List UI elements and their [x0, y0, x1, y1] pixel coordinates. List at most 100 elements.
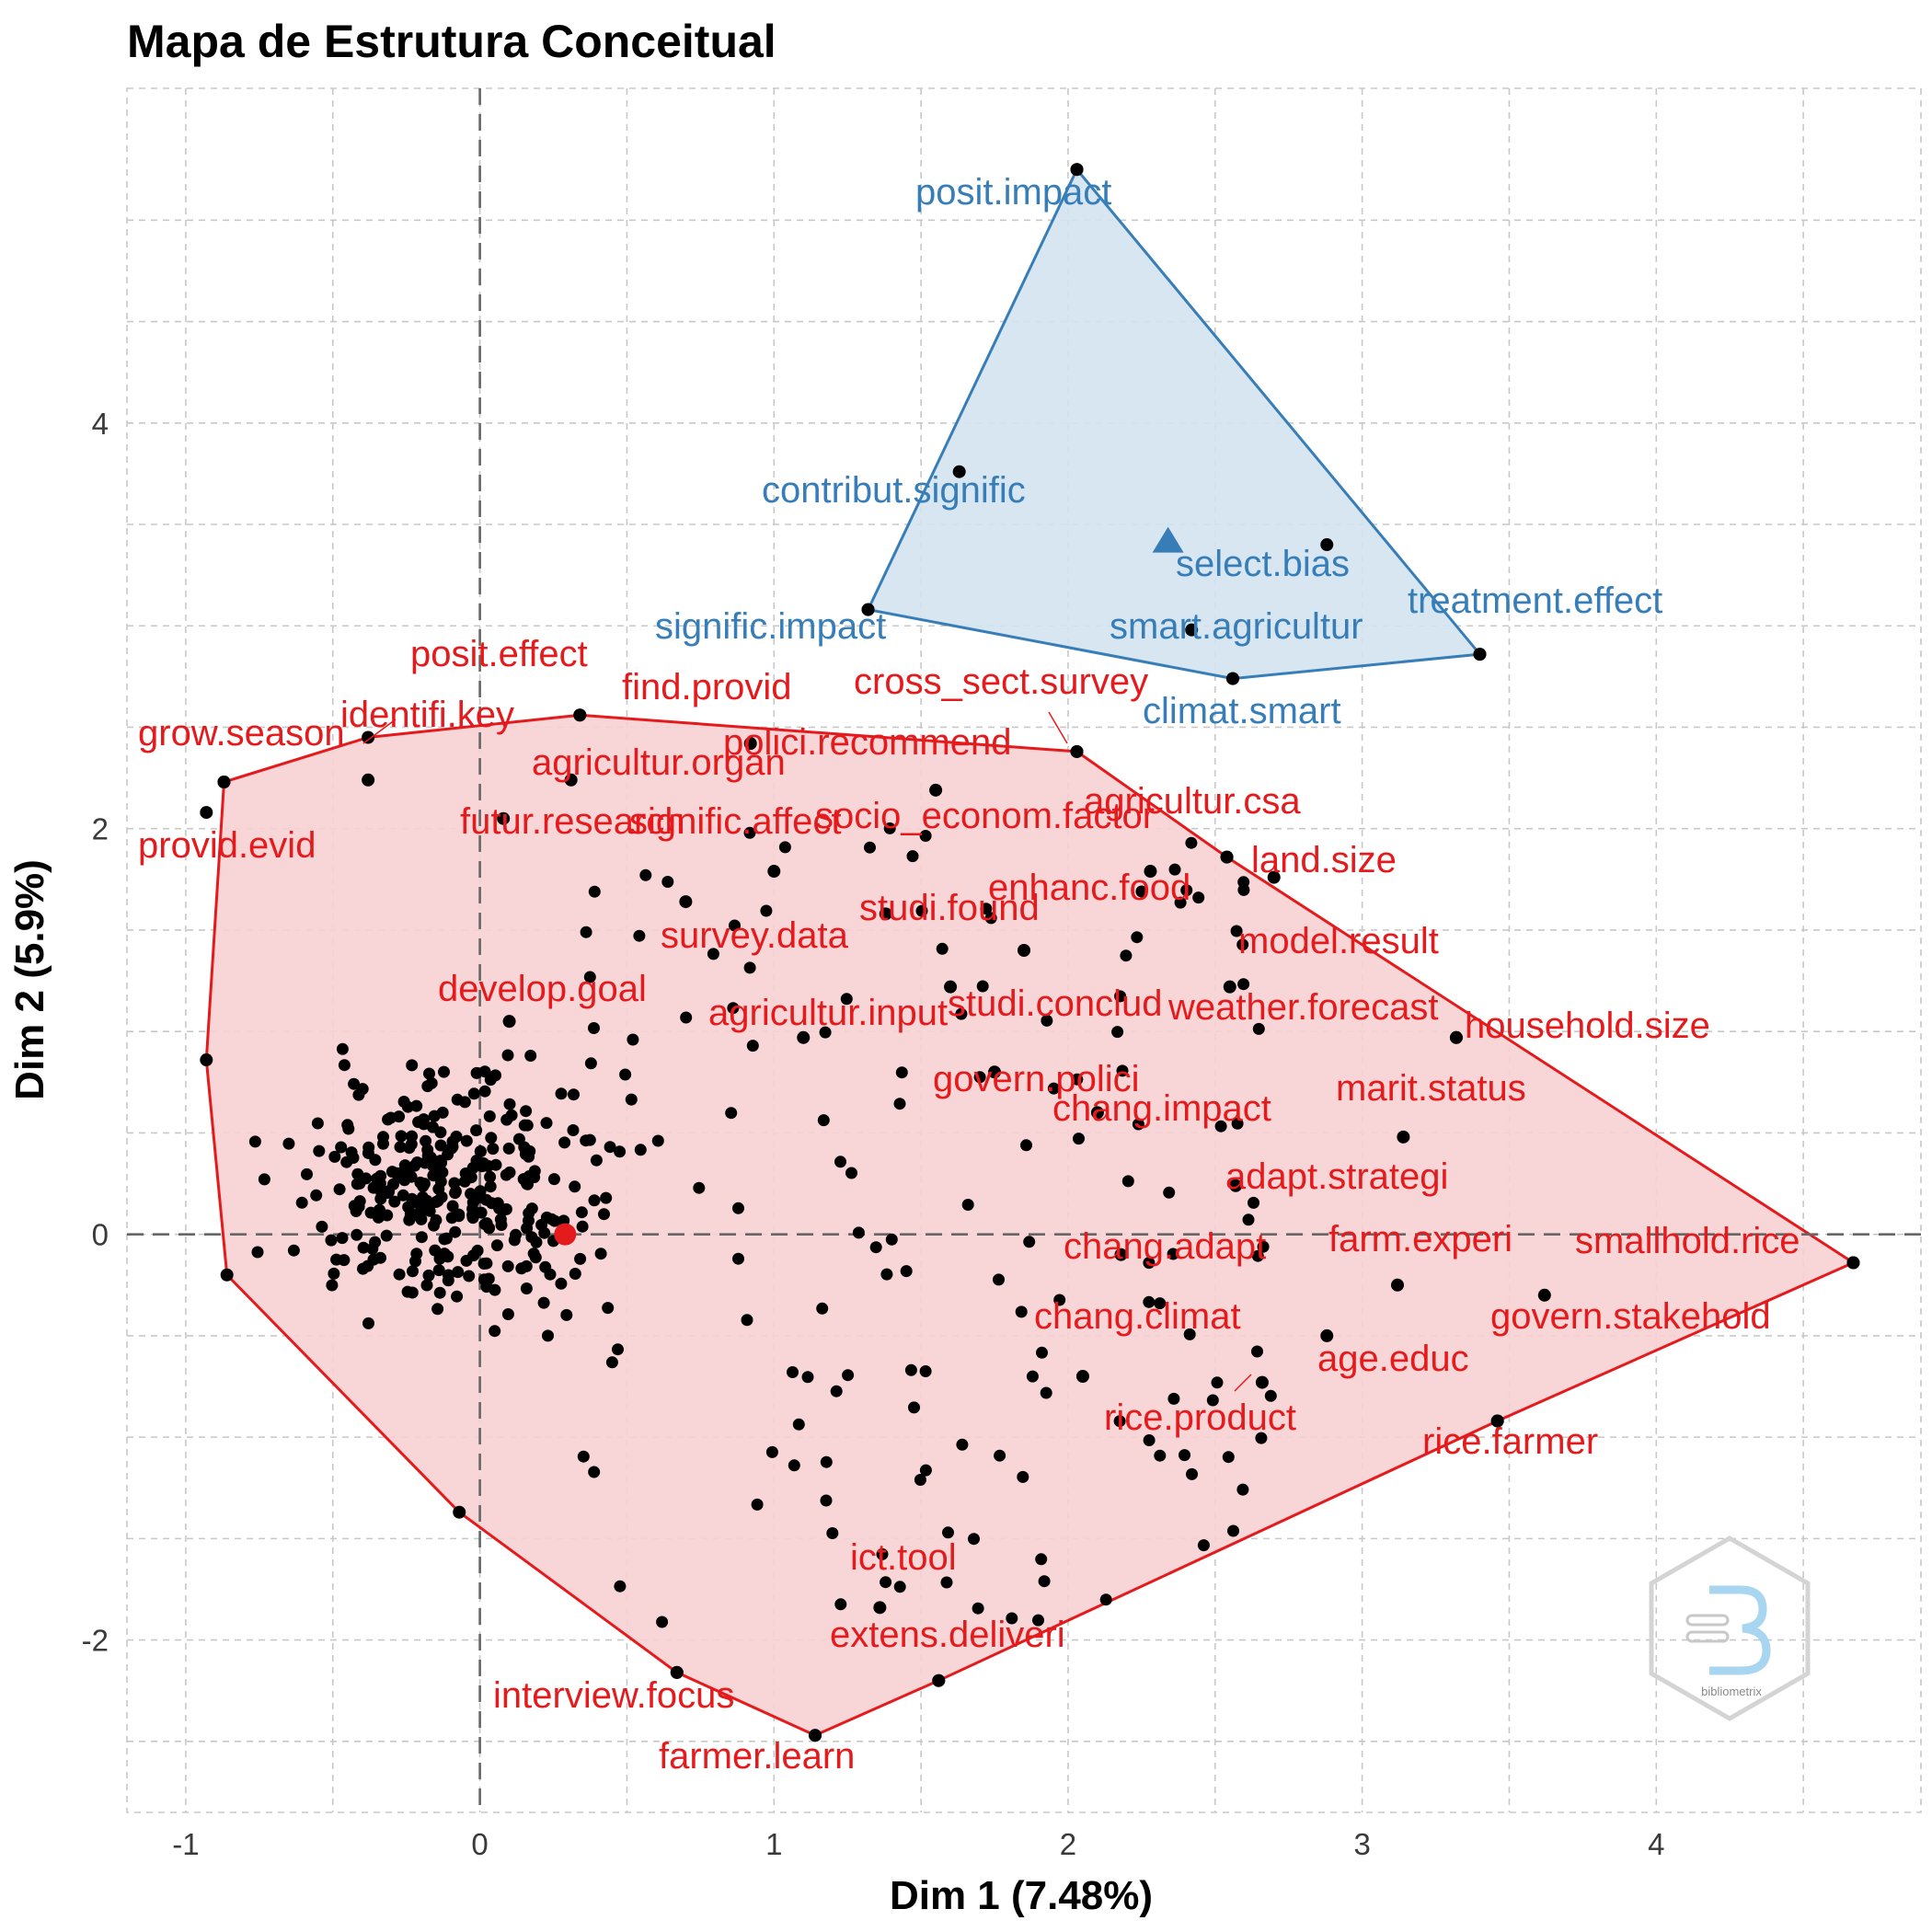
term-point: [1185, 836, 1198, 849]
term-point: [576, 1220, 589, 1233]
term-point: [1236, 938, 1249, 951]
term-point: [1163, 1186, 1176, 1199]
term-point: [919, 1464, 932, 1477]
labeled-term-point: [362, 773, 375, 787]
term-point: [908, 1401, 920, 1414]
term-point: [357, 1241, 370, 1254]
term-point: [362, 1259, 374, 1272]
logo-text: bibliometrix: [1701, 1685, 1762, 1698]
term-point: [417, 1179, 430, 1192]
tick-labels: -1 0 1 2 3 4 -2 0 2 4: [82, 407, 1665, 1861]
term-point: [423, 1204, 436, 1217]
term-point: [605, 1356, 618, 1369]
term-point: [478, 1218, 491, 1231]
labeled-term-point: [1390, 1278, 1404, 1292]
term-point: [1236, 1483, 1249, 1496]
term-point: [580, 1134, 592, 1147]
labeled-term-point: [1223, 980, 1236, 994]
term-point: [904, 1363, 917, 1376]
term-point: [743, 961, 756, 974]
term-point: [369, 1154, 382, 1167]
term-point: [594, 1248, 607, 1260]
term-point: [584, 1057, 597, 1070]
point-labels: posit.impact contribut.signific select.bia…: [138, 172, 1800, 1777]
term-point: [484, 1180, 497, 1193]
labeled-term-point: [988, 1065, 1002, 1079]
term-label: polici.recommend: [723, 722, 1011, 763]
term-point: [1231, 1117, 1244, 1130]
term-point: [353, 1177, 366, 1190]
term-point: [555, 1277, 568, 1290]
labeled-term-point: [1018, 944, 1030, 957]
term-label: smallhold.rice: [1575, 1221, 1800, 1261]
term-point: [401, 1285, 414, 1298]
y-tick-label: 2: [92, 812, 109, 846]
term-point: [583, 971, 596, 983]
term-label: survey.data: [661, 915, 849, 956]
term-point: [816, 1302, 829, 1315]
term-point: [600, 1191, 613, 1204]
term-point: [467, 1087, 480, 1100]
labeled-term-point: [1229, 1179, 1243, 1192]
term-label: farmer.learn: [659, 1736, 855, 1777]
term-point: [310, 1189, 323, 1202]
hull-vertex-point: [1070, 163, 1084, 177]
term-point: [1121, 1175, 1134, 1188]
term-label: signific.affect: [629, 801, 842, 842]
term-point: [746, 1040, 759, 1052]
term-point: [633, 929, 646, 942]
term-point: [325, 1234, 338, 1247]
term-label: agricultur.csa: [1084, 781, 1301, 822]
term-point: [826, 1527, 839, 1539]
labeled-term-point: [1320, 1328, 1334, 1342]
term-point: [560, 1308, 573, 1321]
term-point: [475, 1206, 488, 1219]
term-point: [340, 1156, 353, 1168]
term-point: [830, 1385, 843, 1397]
term-point: [520, 1282, 533, 1294]
term-point: [1257, 1240, 1270, 1253]
term-point: [393, 1268, 406, 1281]
term-point: [602, 1302, 615, 1315]
term-point: [1071, 1073, 1084, 1086]
term-point: [466, 1196, 479, 1209]
term-point: [619, 1068, 632, 1081]
y-tick-label: 4: [92, 407, 109, 441]
term-point: [765, 1445, 778, 1458]
term-point: [973, 1071, 986, 1084]
term-label: adapt.strategi: [1225, 1156, 1448, 1197]
term-point: [436, 1166, 449, 1179]
logo-hexagon: [1649, 1535, 1811, 1721]
term-point: [433, 1286, 446, 1299]
term-point: [422, 1269, 435, 1282]
labeled-term-point: [1267, 870, 1281, 884]
term-point: [412, 1207, 425, 1220]
term-point: [1035, 1553, 1048, 1566]
term-point: [438, 1248, 451, 1260]
term-point: [525, 1202, 538, 1215]
term-point: [820, 1455, 833, 1468]
term-point: [893, 1098, 906, 1110]
term-point: [1237, 978, 1250, 991]
term-point: [477, 1273, 490, 1286]
term-point: [540, 1211, 553, 1224]
term-point: [751, 1498, 764, 1511]
term-point: [656, 1616, 669, 1628]
term-label: farm.experi: [1328, 1219, 1512, 1259]
term-point: [520, 1259, 533, 1272]
term-point: [1255, 1432, 1268, 1444]
term-point: [1116, 1064, 1129, 1077]
term-point: [405, 1170, 418, 1183]
term-point: [490, 1239, 503, 1252]
term-point: [537, 1296, 550, 1309]
label-leader-line: [1234, 1374, 1252, 1392]
term-label: grow.season: [138, 713, 345, 753]
term-point: [501, 1259, 514, 1272]
term-point: [1248, 1196, 1259, 1209]
hull-vertex-point: [453, 1505, 466, 1519]
term-point: [942, 1526, 954, 1539]
term-label: provid.evid: [138, 825, 316, 866]
term-point: [345, 1146, 358, 1159]
term-point: [883, 822, 896, 834]
term-point: [1186, 1467, 1198, 1480]
